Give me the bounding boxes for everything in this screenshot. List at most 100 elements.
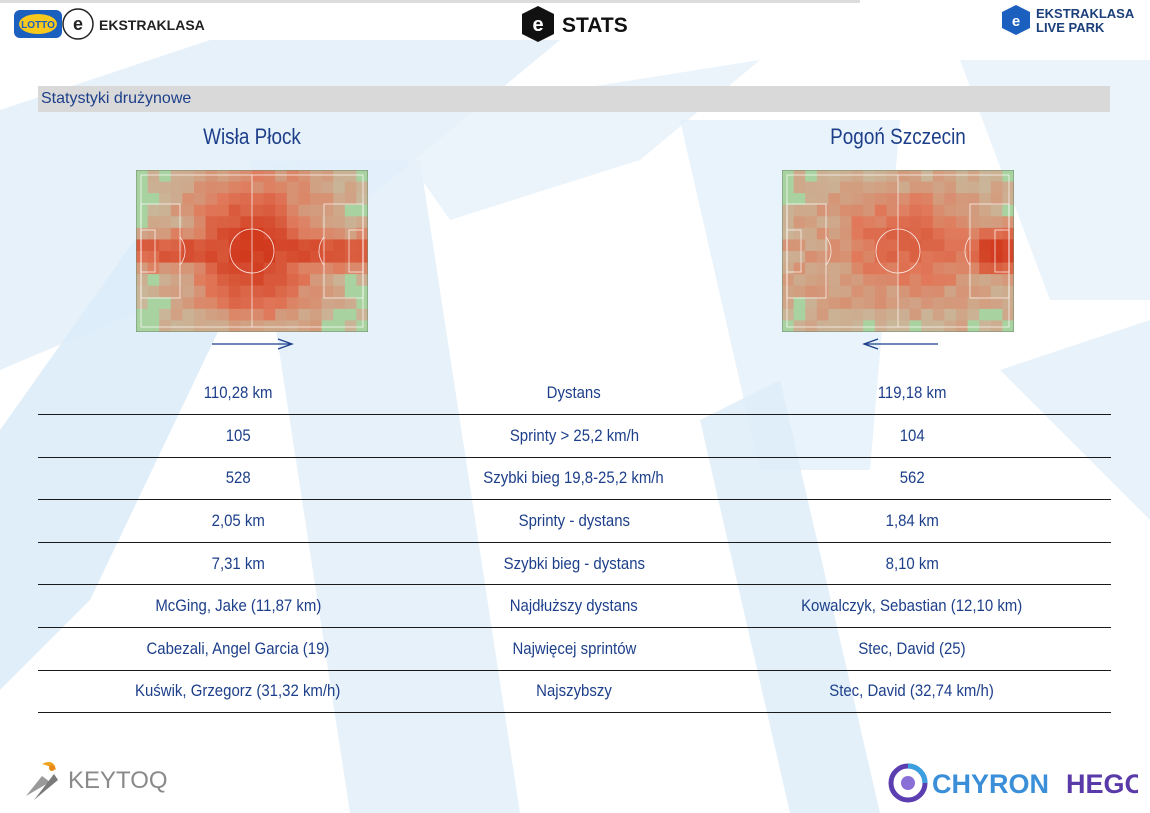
center-circle <box>229 228 275 274</box>
away-stat-value: Stec, David (25) <box>858 638 966 658</box>
heatmap-cell <box>1002 274 1014 287</box>
ekstraklasa-stats-logo[interactable]: e STATS <box>520 4 640 44</box>
heatmap-cell <box>921 251 934 263</box>
away-stat-value: 8,10 km <box>885 553 939 573</box>
heatmap-cell <box>298 204 311 217</box>
heatmap-cell <box>921 170 934 182</box>
heatmap-cell <box>205 285 218 298</box>
home-heatmap <box>136 170 368 332</box>
ekstraklasa-live-park-logo[interactable]: e EKSTRAKLASA LIVE PARK <box>1000 4 1140 36</box>
heatmap-cell <box>147 274 160 287</box>
heatmap-cell <box>921 216 934 229</box>
heatmap-cell <box>909 251 922 263</box>
heatmap-cell <box>956 227 968 240</box>
heatmap-cell <box>874 204 887 217</box>
heatmap-cell <box>356 170 368 182</box>
heatmap-cell <box>840 239 852 252</box>
heatmap-cell <box>840 204 852 217</box>
heatmap-cell <box>333 285 346 298</box>
heatmap-cell <box>909 308 922 321</box>
heatmap-cell <box>828 204 841 217</box>
heatmap-cell <box>252 297 264 310</box>
heatmap-cell <box>310 239 322 252</box>
heatmap-cell <box>194 262 206 275</box>
heatmap-cell <box>990 181 1003 194</box>
heatmap-cell <box>886 204 899 217</box>
heatmap-cell <box>298 320 311 332</box>
heatmap-cell <box>909 239 922 252</box>
heatmap-cell <box>159 320 172 332</box>
keytoq-bird-icon <box>26 762 58 800</box>
stat-label: Najdłuższy dystans <box>509 596 639 616</box>
keytoq-logo[interactable]: KEYTOQ <box>20 756 180 804</box>
heatmap-cell <box>793 170 806 182</box>
heatmap-cell <box>805 274 818 287</box>
heatmap-cell <box>793 193 806 206</box>
heatmap-cell <box>333 274 346 287</box>
heatmap-cell <box>990 239 1003 252</box>
heatmap-cell <box>828 216 841 229</box>
heatmap-cell <box>205 239 218 252</box>
heatmap-cell <box>275 170 288 182</box>
heatmap-cell <box>979 170 992 182</box>
heatmap-cell <box>851 274 864 287</box>
heatmap-cell <box>944 308 957 321</box>
heatmap-cell <box>298 193 311 206</box>
heatmap-cell <box>344 251 357 263</box>
heatmap-cell <box>228 251 241 263</box>
heatmap-cell <box>170 227 183 240</box>
heatmap-cell <box>909 204 922 217</box>
away-attack-direction-arrow <box>862 338 938 350</box>
heatmap-cell <box>840 297 852 310</box>
heatmap-cell <box>310 251 322 263</box>
heatmap-cell <box>874 170 887 182</box>
home-stat-value: 110,28 km <box>203 383 273 402</box>
heatmap-cell <box>298 274 311 287</box>
heatmap-cell <box>932 285 945 298</box>
heatmap-cell <box>990 204 1003 217</box>
heatmap-cell <box>286 297 299 310</box>
heatmap-cell <box>782 181 794 194</box>
heatmap-cell <box>263 239 276 252</box>
heatmap-cell <box>990 227 1003 240</box>
svg-text:e: e <box>532 14 543 36</box>
heatmap-cell <box>147 320 160 332</box>
center-circle <box>875 228 921 274</box>
heatmap-cell <box>356 239 368 252</box>
heatmap-cell <box>816 227 829 240</box>
heatmap-cell <box>932 204 945 217</box>
away-stat-value: 1,84 km <box>885 510 939 530</box>
heatmap-cell <box>816 181 829 194</box>
away-stat-value: 562 <box>899 468 925 488</box>
heatmap-cell <box>298 216 311 229</box>
heatmap-cell <box>874 262 887 275</box>
heatmap-cell <box>793 285 806 298</box>
heatmap-cell <box>194 193 206 206</box>
heatmap-cell <box>1002 251 1014 263</box>
heatmap-cell <box>828 262 841 275</box>
heatmap-cell <box>252 320 264 332</box>
heatmap-cell <box>252 204 264 217</box>
heatmap-cell <box>321 181 334 194</box>
heatmap-cell <box>805 181 818 194</box>
heatmap-cell <box>356 274 368 287</box>
chyronhego-logo[interactable]: CHYRON HEGO <box>888 762 1138 804</box>
heatmap-cell <box>967 204 980 217</box>
heatmap-cell <box>828 308 841 321</box>
heatmap-cell <box>263 181 276 194</box>
heatmap-cell <box>205 308 218 321</box>
heatmap-cell <box>851 297 864 310</box>
heatmap-cell <box>194 274 206 287</box>
heatmap-cell <box>851 320 864 332</box>
stat-label: Szybki bieg - dystans <box>503 553 645 573</box>
heatmap-cell <box>240 216 253 229</box>
heatmap-cell <box>228 308 241 321</box>
heatmap-cell <box>979 204 992 217</box>
heatmap-cell <box>205 297 218 310</box>
ekstraklasa-logo[interactable]: LOTTO e EKSTRAKLASA <box>14 6 214 42</box>
heatmap-cell <box>944 251 957 263</box>
team-stats-table: 110,28 km Dystans 119,18 km 105 Sprinty … <box>38 372 1111 714</box>
heatmap-cell <box>298 181 311 194</box>
heatmap-cell <box>240 227 253 240</box>
away-heatmap <box>782 170 1014 332</box>
